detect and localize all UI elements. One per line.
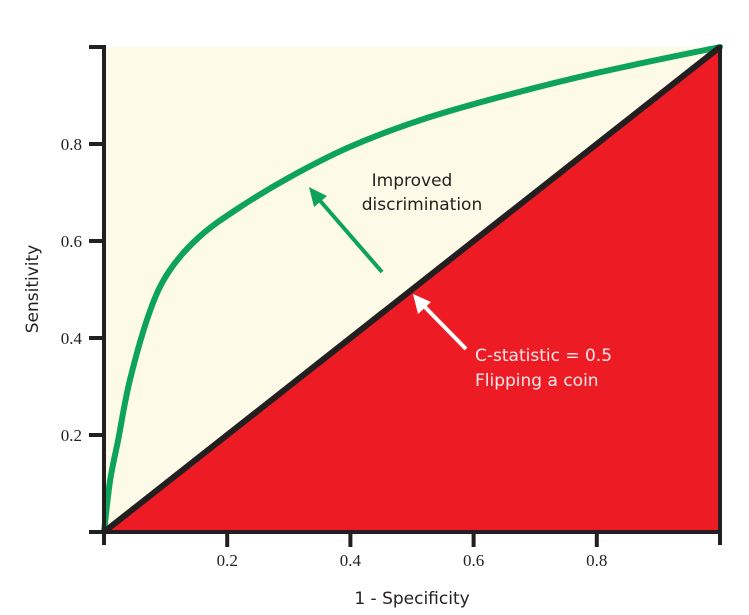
y-tick-label: 0.6 — [61, 232, 82, 251]
improved-discrimination-arrow-icon — [309, 187, 384, 274]
y-tick-label: 0.2 — [61, 426, 82, 445]
x-axis-title: 1 - Specificity — [354, 589, 469, 609]
c-statistic-label-line2: Flipping a coin — [475, 371, 599, 391]
c-statistic-arrow-icon — [413, 294, 468, 351]
y-axis-title: Sensitivity — [23, 245, 43, 334]
x-tick-label: 0.8 — [586, 551, 607, 570]
y-axis-ticks: 0.2 0.4 0.6 0.8 — [61, 135, 104, 445]
x-tick-label: 0.4 — [340, 551, 362, 570]
improved-discrimination-label-line2: discrimination — [362, 195, 482, 215]
c-statistic-label-line1: C-statistic = 0.5 — [475, 346, 612, 366]
improved-discrimination-label-line1: Improved — [372, 171, 453, 191]
reference-diagonal-line — [102, 44, 722, 535]
y-tick-label: 0.8 — [61, 135, 82, 154]
x-tick-label: 0.2 — [217, 551, 238, 570]
x-tick-label: 0.6 — [463, 551, 484, 570]
roc-curve — [101, 44, 723, 535]
y-tick-label: 0.4 — [61, 329, 83, 348]
x-axis-ticks: 0.2 0.4 0.6 0.8 — [217, 532, 607, 570]
